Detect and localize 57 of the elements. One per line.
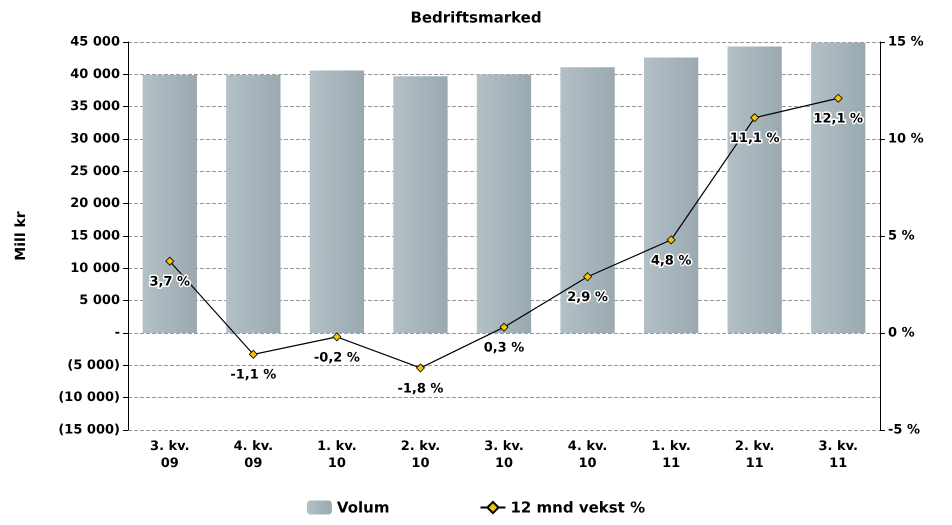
bar	[644, 58, 698, 333]
data-label: 0,3 %	[484, 340, 524, 356]
x-tick-label: 3. kv. 09	[150, 439, 190, 471]
x-tick-label: 4. kv. 09	[234, 439, 274, 471]
data-label: -0,2 %	[314, 350, 360, 366]
bar	[811, 42, 866, 333]
point	[248, 350, 258, 359]
chart-title: Bedriftsmarked	[410, 8, 542, 26]
x-tick-label: 2. kv. 10	[400, 439, 440, 471]
data-label: 12,1 %	[813, 112, 864, 127]
data-label: 3,7 %	[149, 274, 190, 290]
y-tick-label: (15 000)	[58, 422, 120, 438]
point	[750, 113, 760, 122]
y2-tick-label: 10 %	[888, 132, 924, 146]
point	[416, 364, 425, 372]
y-tick-label: (10 000)	[58, 390, 120, 406]
y-tick-label: 15 000	[70, 228, 120, 244]
y2-tick-label: -5 %	[888, 422, 920, 438]
y-tick-label: 10 000	[70, 260, 120, 276]
y-tick-label: 35 000	[70, 99, 120, 114]
y-tick-label: 25 000	[70, 164, 120, 179]
point	[583, 272, 592, 282]
x-tick-label: 4. kv. 10	[568, 439, 608, 471]
x-tick-label: 2. kv. 11	[734, 439, 774, 471]
bar	[226, 74, 280, 333]
y-tick-label: 5 000	[79, 293, 120, 308]
point	[666, 235, 676, 244]
y-tick-label: 30 000	[70, 132, 120, 146]
y-tick-label: 40 000	[70, 66, 120, 82]
data-label: -1,1 %	[230, 368, 276, 383]
point	[332, 332, 342, 342]
bar	[142, 74, 197, 333]
legend-label: Volum	[336, 498, 390, 516]
legend-label: 12 mnd vekst %	[510, 498, 646, 516]
point	[165, 256, 174, 266]
y-axis-title: Mill kr	[13, 211, 29, 261]
data-label: 4,8 %	[650, 253, 692, 268]
bar	[476, 74, 532, 333]
y-tick-label: -	[114, 326, 120, 340]
y2-tick-label: 0 %	[888, 326, 915, 340]
y2-tick-label: 5 %	[888, 228, 915, 244]
bar	[728, 46, 782, 333]
point	[500, 322, 508, 332]
y-tick-label: (5 000)	[67, 358, 120, 373]
point	[834, 94, 843, 103]
data-label: -1,8 %	[397, 381, 444, 396]
x-tick-label: 1. kv. 11	[651, 439, 691, 471]
y2-tick-label: 15 %	[888, 34, 924, 50]
bar	[310, 70, 364, 333]
y-tick-label: 20 000	[70, 196, 120, 212]
bar	[560, 67, 615, 333]
x-tick-label: 3. kv. 11	[818, 439, 858, 471]
x-tick-label: 1. kv. 10	[317, 439, 357, 471]
y-tick-label: 45 000	[70, 34, 120, 50]
bar	[393, 76, 448, 333]
data-label: 2,9 %	[567, 290, 608, 306]
x-tick-label: 3. kv. 10	[484, 439, 524, 471]
